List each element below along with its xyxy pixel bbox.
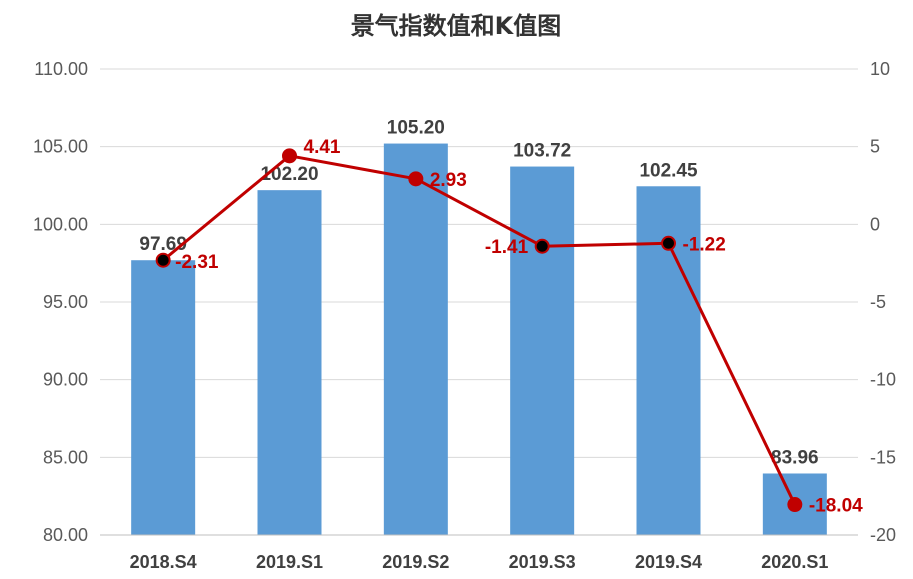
x-axis-tick-label: 2018.S4: [130, 552, 197, 572]
line-data-labels: -2.31 4.41 2.93 -1.41 -1.22 -18.04: [175, 137, 863, 517]
bar: [257, 190, 322, 535]
right-axis-tick-label: -15: [870, 447, 896, 467]
bar-series: [131, 143, 827, 536]
line-data-label: -1.41: [485, 237, 529, 258]
x-axis-tick-label: 2020.S1: [761, 552, 828, 572]
right-axis-tick-label: 10: [870, 59, 890, 79]
bar-data-label: 103.72: [513, 141, 571, 162]
bar-data-label: 83.96: [771, 447, 819, 468]
line-data-label: -1.22: [683, 234, 726, 255]
left-axis-ticks: 110.00 105.00 100.00 95.00 90.00 85.00 80.00: [33, 59, 88, 545]
line-data-label: -2.31: [175, 252, 219, 273]
bar-data-label: 102.20: [260, 164, 318, 185]
line-marker: [534, 238, 550, 254]
line-data-label: -18.04: [809, 496, 863, 517]
right-axis-tick-label: -20: [870, 525, 896, 545]
x-axis-tick-label: 2019.S3: [509, 552, 576, 572]
left-axis-tick-label: 105.00: [33, 137, 88, 157]
line-series: [162, 154, 797, 506]
left-axis-tick-label: 100.00: [33, 214, 88, 234]
line-marker: [155, 252, 171, 268]
left-axis-tick-label: 110.00: [34, 59, 88, 79]
x-axis-tick-label: 2019.S2: [382, 552, 449, 572]
right-axis-ticks: 10 5 0 -5 -10 -15 -20: [870, 59, 896, 545]
line-data-label: 4.41: [304, 137, 341, 158]
left-axis-tick-label: 85.00: [43, 447, 88, 467]
line-data-label: 2.93: [430, 170, 467, 191]
bar: [510, 166, 575, 536]
right-axis-tick-label: -5: [870, 292, 886, 312]
line-marker: [282, 148, 297, 164]
bar-data-label: 105.20: [387, 118, 445, 139]
bar: [383, 143, 448, 535]
right-axis-tick-label: 0: [870, 214, 880, 234]
left-axis-tick-label: 95.00: [43, 292, 88, 312]
line-markers: [155, 148, 803, 513]
x-axis-ticks: 2018.S4 2019.S1 2019.S2 2019.S3 2019.S4 2020.…: [100, 534, 858, 572]
line-marker: [661, 235, 676, 251]
left-axis-tick-label: 80.00: [43, 525, 88, 545]
x-axis-tick-label: 2019.S1: [256, 552, 323, 572]
bar: [131, 260, 196, 535]
bar-data-label: 102.45: [639, 160, 698, 181]
line-path: [162, 154, 797, 506]
right-axis-tick-label: -10: [870, 370, 896, 390]
right-axis-tick-label: 5: [870, 137, 880, 157]
x-axis-tick-label: 2019.S4: [635, 552, 702, 572]
gridlines: [100, 68, 858, 536]
line-marker: [787, 497, 803, 513]
line-marker: [408, 171, 424, 187]
chart-title: 景气指数值和K值图: [351, 12, 562, 40]
left-axis-tick-label: 90.00: [43, 370, 88, 390]
